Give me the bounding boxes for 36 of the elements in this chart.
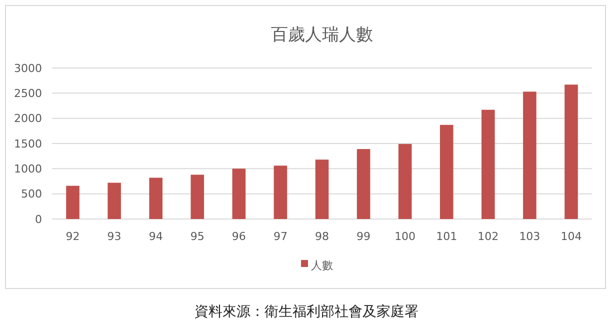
x-tick-label: 103 — [519, 230, 540, 243]
legend-label: 人數 — [311, 258, 333, 272]
x-tick-label: 96 — [232, 230, 246, 243]
x-tick-label: 101 — [436, 230, 458, 243]
bar — [482, 110, 495, 219]
bar — [564, 84, 578, 219]
y-tick-label: 1000 — [14, 162, 42, 176]
x-tick-label: 102 — [478, 230, 499, 243]
bar — [190, 174, 204, 219]
bar — [315, 160, 329, 219]
source-note: 資料來源：衛生福利部社會及家庭署 — [194, 304, 418, 320]
bar — [66, 186, 80, 219]
bar — [149, 178, 162, 219]
x-tick-label: 93 — [107, 230, 122, 243]
bar — [232, 168, 246, 219]
y-tick-label: 2000 — [14, 112, 42, 126]
bar — [440, 124, 454, 219]
chart-title: 百歲人瑞人數 — [271, 25, 373, 45]
bar — [356, 149, 370, 219]
y-tick-label: 3000 — [14, 62, 42, 75]
x-tick-label: 100 — [394, 230, 416, 243]
x-tick-label: 98 — [315, 230, 329, 243]
x-tick-label: 99 — [356, 230, 371, 243]
y-tick-label: 2500 — [14, 87, 42, 100]
bar — [523, 92, 536, 219]
y-tick-label: 0 — [35, 212, 42, 226]
y-tick-label: 500 — [21, 188, 42, 201]
bar — [108, 182, 121, 219]
x-tick-label: 94 — [148, 230, 163, 243]
x-tick-label: 95 — [190, 230, 204, 243]
bar — [274, 166, 288, 219]
x-tick-label: 92 — [66, 230, 80, 243]
bar — [398, 144, 412, 219]
x-tick-label: 97 — [273, 230, 288, 243]
y-tick-label: 1500 — [14, 137, 42, 150]
x-tick-label: 104 — [560, 230, 582, 243]
